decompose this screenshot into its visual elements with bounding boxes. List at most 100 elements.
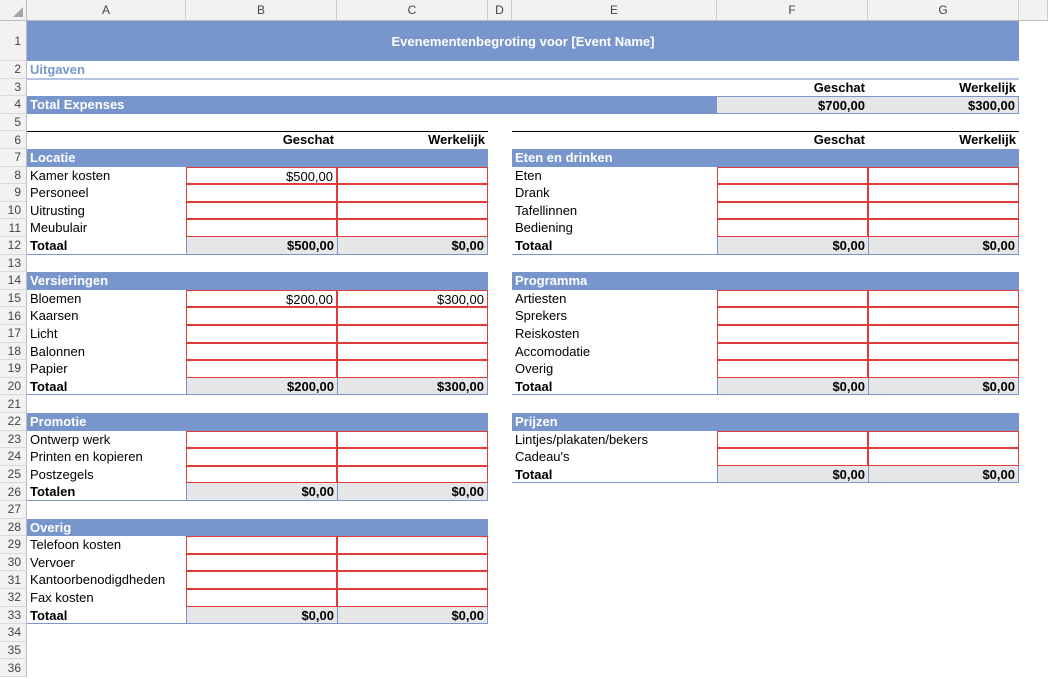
section-label-uitgaven[interactable]: Uitgaven <box>30 62 85 77</box>
total-actual[interactable]: $0,00 <box>337 606 488 625</box>
total-actual[interactable]: $0,00 <box>337 483 488 501</box>
total-expenses-estimated[interactable]: $700,00 <box>717 96 868 114</box>
row-header-22[interactable]: 22 <box>0 413 27 431</box>
actual-input[interactable] <box>337 571 488 589</box>
section-header-prijzen[interactable]: Prijzen <box>512 413 1019 431</box>
estimated-input[interactable] <box>717 325 868 343</box>
total-estimated[interactable]: $0,00 <box>717 237 868 255</box>
total-estimated[interactable]: $0,00 <box>186 483 337 501</box>
estimated-input[interactable]: $500,00 <box>186 166 337 185</box>
section-header-promotie[interactable]: Promotie <box>27 413 488 431</box>
actual-input[interactable] <box>337 448 488 466</box>
estimated-input[interactable] <box>717 342 868 361</box>
estimated-input[interactable]: $200,00 <box>186 289 337 308</box>
item-label[interactable]: Postzegels <box>30 466 94 482</box>
actual-input[interactable] <box>868 307 1019 325</box>
estimated-input[interactable] <box>186 219 337 237</box>
total-estimated[interactable]: $500,00 <box>186 237 337 255</box>
column-header-e[interactable]: E <box>512 0 717 21</box>
row-header-32[interactable]: 32 <box>0 589 27 607</box>
row-header-31[interactable]: 31 <box>0 571 27 589</box>
total-label[interactable]: Totaal <box>512 237 717 255</box>
estimated-input[interactable] <box>186 553 337 572</box>
row-header-17[interactable]: 17 <box>0 325 27 343</box>
section-header-eten-en-drinken[interactable]: Eten en drinken <box>512 149 1019 167</box>
row-header-19[interactable]: 19 <box>0 360 27 378</box>
total-label[interactable]: Totaal <box>512 466 717 484</box>
estimated-input[interactable] <box>186 589 337 607</box>
item-label[interactable]: Printen en kopieren <box>30 449 143 465</box>
estimated-input[interactable] <box>186 448 337 466</box>
actual-input[interactable] <box>868 219 1019 237</box>
estimated-input[interactable] <box>186 342 337 361</box>
estimated-input[interactable] <box>186 465 337 484</box>
actual-input[interactable] <box>337 342 488 361</box>
estimated-input[interactable] <box>186 184 337 202</box>
estimated-input[interactable] <box>186 360 337 378</box>
section-header-overig[interactable]: Overig <box>27 518 488 537</box>
item-label[interactable]: Balonnen <box>30 343 85 359</box>
row-header-3[interactable]: 3 <box>0 78 27 97</box>
item-label[interactable]: Cadeau's <box>515 449 570 465</box>
item-label[interactable]: Sprekers <box>515 308 568 324</box>
row-header-34[interactable]: 34 <box>0 624 27 642</box>
estimated-input[interactable] <box>717 360 868 378</box>
total-label[interactable]: Totalen <box>27 483 186 501</box>
sheet-title[interactable]: Evenementenbegroting voor [Event Name] <box>27 21 1019 61</box>
total-actual[interactable]: $0,00 <box>337 237 488 255</box>
estimated-input[interactable] <box>717 201 868 220</box>
row-header-8[interactable]: 8 <box>0 166 27 185</box>
item-label[interactable]: Overig <box>515 361 554 377</box>
row-header-35[interactable]: 35 <box>0 641 27 660</box>
actual-input[interactable] <box>868 166 1019 185</box>
total-expenses-label[interactable]: Total Expenses <box>27 96 717 114</box>
row-header-1[interactable]: 1 <box>0 21 27 61</box>
item-label[interactable]: Fax kosten <box>30 590 94 605</box>
actual-input[interactable] <box>868 184 1019 202</box>
total-expenses-actual[interactable]: $300,00 <box>868 96 1019 114</box>
column-header-a[interactable]: A <box>27 0 186 21</box>
total-estimated[interactable]: $200,00 <box>186 377 337 396</box>
item-label[interactable]: Drank <box>515 185 550 201</box>
row-header-23[interactable]: 23 <box>0 430 27 449</box>
row-header-7[interactable]: 7 <box>0 149 27 167</box>
item-label[interactable]: Tafellinnen <box>515 202 578 218</box>
total-estimated[interactable]: $0,00 <box>186 606 337 625</box>
actual-input[interactable] <box>337 360 488 378</box>
actual-input[interactable] <box>868 289 1019 308</box>
item-label[interactable]: Bloemen <box>30 290 82 306</box>
row-header-11[interactable]: 11 <box>0 219 27 237</box>
item-label[interactable]: Licht <box>30 326 58 341</box>
estimated-input[interactable] <box>186 430 337 449</box>
row-header-18[interactable]: 18 <box>0 342 27 361</box>
total-label[interactable]: Totaal <box>27 237 186 255</box>
row-header-27[interactable]: 27 <box>0 501 27 519</box>
row-header-28[interactable]: 28 <box>0 518 27 537</box>
actual-input[interactable] <box>868 360 1019 378</box>
column-header-b[interactable]: B <box>186 0 337 21</box>
estimated-input[interactable] <box>717 219 868 237</box>
row-header-9[interactable]: 9 <box>0 184 27 202</box>
actual-input[interactable] <box>337 325 488 343</box>
estimated-input[interactable] <box>717 289 868 308</box>
estimated-input[interactable] <box>186 325 337 343</box>
actual-input[interactable] <box>337 307 488 325</box>
actual-input[interactable] <box>868 342 1019 361</box>
item-label[interactable]: Uitrusting <box>30 202 85 218</box>
column-header-d[interactable]: D <box>488 0 512 21</box>
actual-input[interactable] <box>337 430 488 449</box>
total-label[interactable]: Totaal <box>27 378 186 396</box>
row-header-6[interactable]: 6 <box>0 131 27 149</box>
select-all-corner[interactable] <box>0 0 27 21</box>
estimated-input[interactable] <box>186 201 337 220</box>
item-label[interactable]: Papier <box>30 361 68 377</box>
actual-input[interactable] <box>337 201 488 220</box>
item-label[interactable]: Bediening <box>515 220 573 236</box>
actual-input[interactable] <box>868 325 1019 343</box>
estimated-input[interactable] <box>186 536 337 554</box>
total-actual[interactable]: $0,00 <box>868 237 1019 255</box>
row-header-4[interactable]: 4 <box>0 96 27 114</box>
row-header-14[interactable]: 14 <box>0 272 27 290</box>
estimated-input[interactable] <box>717 307 868 325</box>
